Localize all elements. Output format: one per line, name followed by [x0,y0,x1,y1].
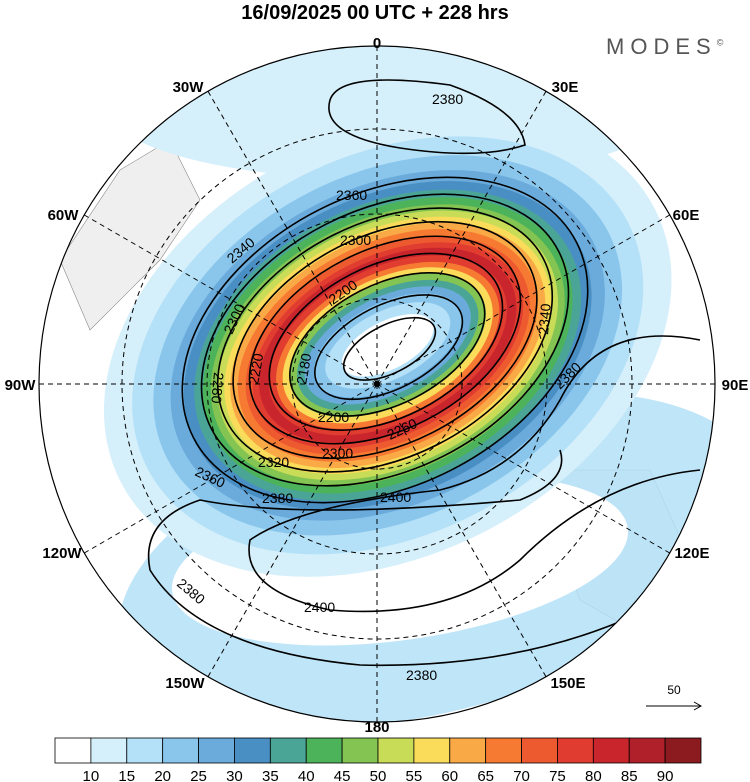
contour-label: 2360 [336,187,367,203]
colorbar-tick-label: 10 [83,768,100,782]
colorbar-tick-label: 40 [298,768,315,782]
contour-label: 2300 [340,232,371,248]
contour-label: 2340 [535,303,554,336]
meridian-line [206,383,378,679]
colorbar-tick-label: 55 [406,768,423,782]
lon-label-30e: 30E [552,79,579,96]
pole-marker [374,381,380,387]
lon-label-120e: 120E [674,545,709,562]
lon-label-60e: 60E [673,207,700,224]
colorbar-tick-label: 70 [513,768,530,782]
colorbar-tick-label: 65 [477,768,494,782]
lon-label-150e: 150E [550,675,585,692]
colorbar-tick-label: 75 [549,768,566,782]
colorbar-tick-label: 35 [262,768,279,782]
map-title: 16/09/2025 00 UTC + 228 hrs [241,2,509,24]
lon-label-30w: 30W [173,79,205,96]
contour-labels: 2380 2360 2340 2300 2200 2180 2200 2260 … [174,91,584,683]
colorbar-swatch [269,737,307,764]
lon-label-90e: 90E [722,377,749,394]
logo-text: MODES [606,34,717,59]
meridian-line [376,383,672,555]
contour-2380-north [328,79,526,155]
height-contours [181,176,589,504]
colorbar-tick-label: 45 [334,768,351,782]
colorbar-swatch [449,737,487,764]
contour-2380-south [248,335,701,613]
wind-speed-band [341,314,434,377]
colorbar-swatch [485,737,522,764]
meridian-line [82,383,378,555]
colorbar-swatch [557,737,594,764]
contour-label: 2380 [262,490,293,506]
contour-label: 2320 [258,454,289,470]
colorbar-tick-label: 90 [657,768,674,782]
colorbar-tick-label: 85 [621,768,638,782]
colorbar-swatch [377,737,415,764]
colorbar-swatch [521,737,558,764]
map-border [38,45,716,723]
meridian-line [376,213,672,385]
lon-label-60w: 60W [48,207,80,224]
contour-label: 2280 [208,372,227,405]
colorbar-swatch [198,737,235,764]
logo-mark: © [716,37,724,48]
contour-label: 2180 [293,352,314,386]
colorbar-tick-label: 30 [226,768,243,782]
colorbar-tick-label: 60 [441,768,458,782]
vector-reference-label: 50 [667,683,681,697]
colorbar-swatch [54,737,92,764]
meridian-line [206,89,378,385]
contour-label: 2200 [318,409,349,425]
colorbar [54,737,702,764]
contour-label: 2300 [322,445,353,461]
colorbar-swatch [90,737,128,764]
colorbar-swatch [341,737,379,764]
lon-label-180: 180 [364,719,389,736]
arrow-head-icon [693,701,703,711]
lon-label-90w: 90W [5,377,37,394]
graticule [39,46,715,722]
contour-label: 2400 [304,599,335,615]
contour-label: 2380 [432,91,463,107]
colorbar-swatch [305,737,343,764]
lon-label-0: 0 [373,35,381,52]
colorbar-swatch [628,737,666,764]
colorbar-ticks: 10 15 20 25 30 35 40 45 50 55 60 65 70 75 80 85 90 [83,768,674,782]
meridian-line [376,383,548,679]
contour-label: 2220 [245,352,266,386]
colorbar-tick-label: 25 [190,768,207,782]
land-south-america [59,139,201,331]
contour-label: 2400 [380,489,411,505]
meridian-line [82,213,378,385]
colorbar-tick-label: 15 [118,768,135,782]
longitude-labels: 0 30E 60E 90E 120E 150E 180 150W 120W 90… [5,35,749,736]
modes-logo: MODES© [606,34,723,60]
jet-bands [103,113,672,577]
contour-label: 2380 [406,667,437,683]
colorbar-swatch [413,737,451,764]
vector-reference: 50 [646,683,703,711]
colorbar-tick-label: 20 [154,768,171,782]
contour-2380-outer [147,449,701,667]
lon-label-150w: 150W [165,675,205,692]
meridian-line [376,89,548,385]
colorbar-swatch [126,737,164,764]
colorbar-swatch [162,737,199,764]
colorbar-swatch [664,737,702,764]
colorbar-swatch [592,737,630,764]
colorbar-swatch [234,737,271,764]
lon-label-120w: 120W [42,545,82,562]
colorbar-tick-label: 50 [370,768,387,782]
colorbar-tick-label: 80 [585,768,602,782]
